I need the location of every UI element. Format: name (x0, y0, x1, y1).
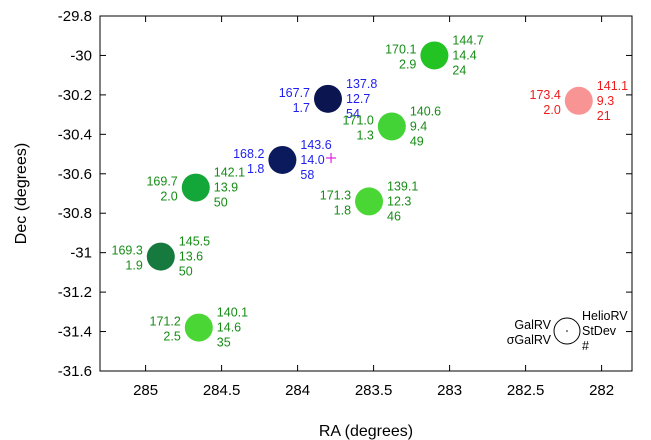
y-tick-label: -30.8 (58, 205, 92, 222)
x-tick-label: 283 (437, 382, 462, 399)
point-galrv: 173.4 (530, 88, 561, 102)
point-galrv: 169.3 (112, 244, 143, 258)
point-heliorv: 140.6 (410, 104, 441, 118)
point-stdev: 9.3 (597, 94, 614, 108)
data-point (420, 41, 449, 70)
data-point (268, 145, 297, 174)
data-point (564, 86, 593, 115)
point-count: 58 (300, 168, 314, 182)
point-count: 49 (410, 134, 424, 148)
point-heliorv: 145.5 (179, 235, 210, 249)
data-point (355, 187, 384, 216)
point-galrv: 171.0 (343, 113, 374, 127)
point-heliorv: 139.1 (387, 179, 418, 193)
point-count: 54 (346, 107, 360, 121)
point-count: 50 (214, 196, 228, 210)
legend-heliorv: HelioRV (582, 309, 628, 323)
point-galrv: 169.7 (146, 175, 177, 189)
y-tick-label: -30.4 (58, 126, 92, 143)
legend-galrv: GalRV (514, 318, 551, 332)
y-tick-label: -30.6 (58, 166, 92, 183)
points: 170.12.9144.714.424173.42.0141.19.321167… (112, 33, 629, 349)
y-tick-label: -31 (70, 245, 92, 262)
point-count: 35 (217, 336, 231, 350)
point-stdev: 13.6 (179, 250, 203, 264)
point-sigma-galrv: 1.8 (247, 162, 264, 176)
point-stdev: 14.6 (217, 321, 241, 335)
x-tick-label: 282.5 (507, 382, 545, 399)
point-sigma-galrv: 1.9 (125, 259, 142, 273)
point-sigma-galrv: 1.8 (334, 203, 351, 217)
plot-frame (99, 15, 633, 372)
legend-dot (566, 330, 568, 332)
point-sigma-galrv: 1.7 (293, 101, 310, 115)
x-tick-label: 285 (133, 382, 158, 399)
legend-count: # (582, 339, 589, 353)
legend-sigma-galrv: σGalRV (507, 333, 552, 347)
x-tick-label: 283.5 (355, 382, 393, 399)
point-galrv: 171.2 (150, 315, 181, 329)
y-tick-label: -31.4 (58, 324, 92, 341)
point-heliorv: 137.8 (346, 77, 377, 91)
point-stdev: 13.9 (214, 181, 238, 195)
point-count: 50 (179, 265, 193, 279)
ticks: 285 284.5 284 283.5 283 282.5 282 -29.8 -30 -30.2… (58, 8, 632, 399)
x-axis-label: RA (degrees) (319, 423, 413, 440)
y-axis-label: Dec (degrees) (13, 143, 30, 244)
point-galrv: 167.7 (279, 86, 310, 100)
y-tick-label: -31.6 (58, 363, 92, 380)
point-galrv: 170.1 (385, 42, 416, 56)
x-tick-label: 282 (589, 382, 614, 399)
data-point (146, 242, 175, 271)
point-heliorv: 142.1 (214, 166, 245, 180)
y-tick-label: -30.2 (58, 87, 92, 104)
data-point (314, 84, 342, 113)
axes-frame (99, 15, 633, 372)
point-sigma-galrv: 2.9 (399, 57, 416, 71)
point-sigma-galrv: 1.3 (356, 128, 373, 142)
y-tick-label: -30 (70, 47, 92, 64)
point-galrv: 168.2 (233, 147, 264, 161)
point-stdev: 14.0 (300, 153, 324, 167)
data-point (377, 112, 406, 141)
point-heliorv: 140.1 (217, 306, 248, 320)
x-tick-label: 284 (285, 382, 310, 399)
point-stdev: 9.4 (410, 119, 427, 133)
point-sigma-galrv: 2.0 (543, 103, 560, 117)
legend-stdev: StDev (582, 324, 617, 338)
point-heliorv: 141.1 (597, 79, 628, 93)
y-tick-label: -29.8 (58, 8, 92, 25)
data-point (184, 313, 213, 342)
point-stdev: 12.7 (346, 92, 370, 106)
point-sigma-galrv: 2.0 (160, 190, 177, 204)
point-count: 24 (452, 63, 466, 77)
y-tick-label: -31.2 (58, 284, 92, 301)
point-heliorv: 143.6 (300, 138, 331, 152)
data-point (181, 173, 210, 202)
point-count: 46 (387, 209, 401, 223)
point-sigma-galrv: 2.5 (163, 330, 180, 344)
point-galrv: 171.3 (320, 188, 351, 202)
point-heliorv: 144.7 (452, 33, 483, 47)
point-stdev: 14.4 (452, 48, 476, 62)
point-stdev: 12.3 (387, 194, 411, 208)
x-tick-label: 284.5 (203, 382, 241, 399)
point-count: 21 (597, 109, 611, 123)
